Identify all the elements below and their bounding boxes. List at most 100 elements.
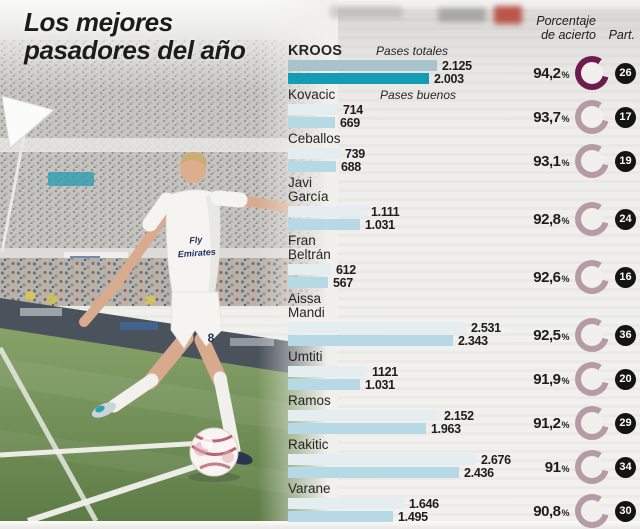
matches-badge: 34 — [615, 456, 636, 478]
player-row-kroos: KROOS Pases totales 2.125 2.003 94,2% 26 — [288, 43, 636, 90]
value-pases-totales: 612 — [336, 262, 356, 277]
donut-hole — [581, 208, 603, 230]
bar-pases-totales — [288, 454, 476, 465]
bar-pases-buenos — [288, 277, 328, 288]
matches-badge: 19 — [615, 150, 636, 172]
matches-badge: 26 — [615, 62, 636, 84]
stand-banner — [48, 172, 94, 186]
accuracy-percent: 91,9% — [533, 370, 569, 388]
label-pases-totales: Pases totales — [375, 44, 448, 58]
accuracy-donut — [575, 100, 609, 134]
value-pases-totales: 2.152 — [444, 408, 474, 423]
accuracy-percent: 92,5% — [533, 326, 569, 344]
percent-sign: % — [561, 215, 569, 226]
bar-pases-totales — [288, 410, 439, 421]
bars-block: Ceballos 739 688 — [288, 132, 518, 174]
player-row-javi-garcia: Javi García 1.111 1.031 92,8% 24 — [288, 175, 636, 236]
boot — [91, 402, 117, 418]
value-pases-buenos: 688 — [341, 159, 361, 174]
donut-hole — [581, 150, 603, 172]
matches-badge: 16 — [615, 266, 636, 288]
matches-badge: 24 — [615, 208, 636, 230]
player-name: Umtiti — [288, 349, 323, 364]
bar-pases-buenos — [288, 117, 335, 128]
matches-badge: 17 — [615, 106, 636, 128]
bar-pases-buenos — [288, 467, 459, 478]
stats-block: 94,2% 26 — [519, 55, 636, 91]
accuracy-donut — [575, 450, 609, 484]
value-pases-buenos: 2.003 — [434, 71, 464, 86]
accuracy-percent: 93,1% — [533, 152, 569, 170]
bar-pases-totales — [288, 366, 367, 377]
accuracy-donut — [575, 494, 609, 528]
percent-sign: % — [561, 69, 569, 80]
stats-block: 91,9% 20 — [519, 361, 636, 397]
player-name: Ramos — [288, 393, 331, 408]
accuracy-percent: 92,6% — [533, 268, 569, 286]
matches-badge: 30 — [615, 500, 636, 522]
matches-badge: 29 — [615, 412, 636, 434]
blurred-banner — [438, 8, 486, 22]
donut-hole — [581, 106, 603, 128]
bar-pases-buenos — [288, 73, 429, 84]
blurred-red-banner — [494, 6, 522, 24]
accuracy-donut — [575, 144, 609, 178]
stats-block: 92,6% 16 — [519, 259, 636, 295]
bar-pases-totales — [288, 206, 366, 217]
percent-sign: % — [561, 419, 569, 430]
blurred-banner — [330, 6, 402, 18]
stats-block: 91% 34 — [519, 449, 636, 485]
player-arm — [79, 205, 175, 327]
label-pases-buenos: Pases buenos — [379, 88, 456, 102]
percent-sign: % — [561, 157, 569, 168]
value-pases-buenos: 2.436 — [464, 465, 494, 480]
stats-block: 92,8% 24 — [519, 201, 636, 237]
percent-sign: % — [561, 375, 569, 386]
value-pases-buenos: 1.495 — [398, 509, 428, 524]
header-accuracy: Porcentaje de acierto — [536, 14, 596, 42]
player-name: Javi García — [288, 175, 329, 204]
bars-block: Umtiti 1121 1.031 — [288, 349, 518, 392]
accuracy-donut — [575, 202, 609, 236]
percent-sign: % — [561, 507, 569, 518]
value-pases-totales: 739 — [345, 146, 365, 161]
donut-hole — [581, 62, 603, 84]
accuracy-percent: 91% — [544, 458, 570, 476]
value-pases-totales: 1121 — [372, 364, 398, 379]
bars-block: Rakitic 2.676 2.436 — [288, 437, 518, 480]
corner-flag — [0, 95, 56, 253]
donut-hole — [581, 266, 603, 288]
value-pases-totales: 2.125 — [442, 58, 472, 73]
value-pases-buenos: 1.963 — [431, 421, 461, 436]
bar-pases-totales — [288, 60, 437, 71]
bar-pases-buenos — [288, 423, 426, 434]
player-head — [180, 157, 206, 183]
player-row-varane: Varane 1.646 1.495 90,8% 30 — [288, 482, 636, 528]
player-name: KROOS — [288, 43, 343, 59]
chart-header: Porcentaje de acierto Part. — [288, 12, 636, 44]
accuracy-percent: 92,8% — [533, 210, 569, 228]
value-pases-buenos: 1.031 — [365, 217, 395, 232]
player-row-kovacic: Kovacic Pases buenos 714 669 93,7% 17 — [288, 88, 636, 134]
stats-block: 93,7% 17 — [519, 99, 636, 135]
player-name: Rakitic — [288, 437, 329, 452]
accuracy-donut — [575, 56, 609, 90]
donut-hole — [581, 368, 603, 390]
value-pases-totales: 2.531 — [471, 320, 501, 335]
matches-badge: 20 — [615, 368, 636, 390]
player-row-umtiti: Umtiti 1121 1.031 91,9% 20 — [288, 349, 636, 396]
player-row-ramos: Ramos 2.152 1.963 91,2% 29 — [288, 393, 636, 440]
value-pases-totales: 1.111 — [371, 204, 400, 219]
donut-hole — [581, 456, 603, 478]
bars-block: Kovacic Pases buenos 714 669 — [288, 88, 518, 130]
player-row-aissa-mandi: Aissa Mandi 2.531 2.343 92,5% 36 — [288, 292, 636, 352]
player-row-fran-beltran: Fran Beltrán 612 567 92,6% 16 — [288, 234, 636, 294]
touchline — [0, 346, 99, 523]
accuracy-donut — [575, 406, 609, 440]
bars-block: Varane 1.646 1.495 — [288, 482, 518, 524]
bar-pases-totales — [288, 104, 338, 115]
bars-block: Fran Beltrán 612 567 — [288, 234, 518, 290]
accuracy-percent: 94,2% — [533, 64, 569, 82]
player-row-ceballos: Ceballos 739 688 93,1% 19 — [288, 132, 636, 178]
bar-pases-buenos — [288, 335, 453, 346]
